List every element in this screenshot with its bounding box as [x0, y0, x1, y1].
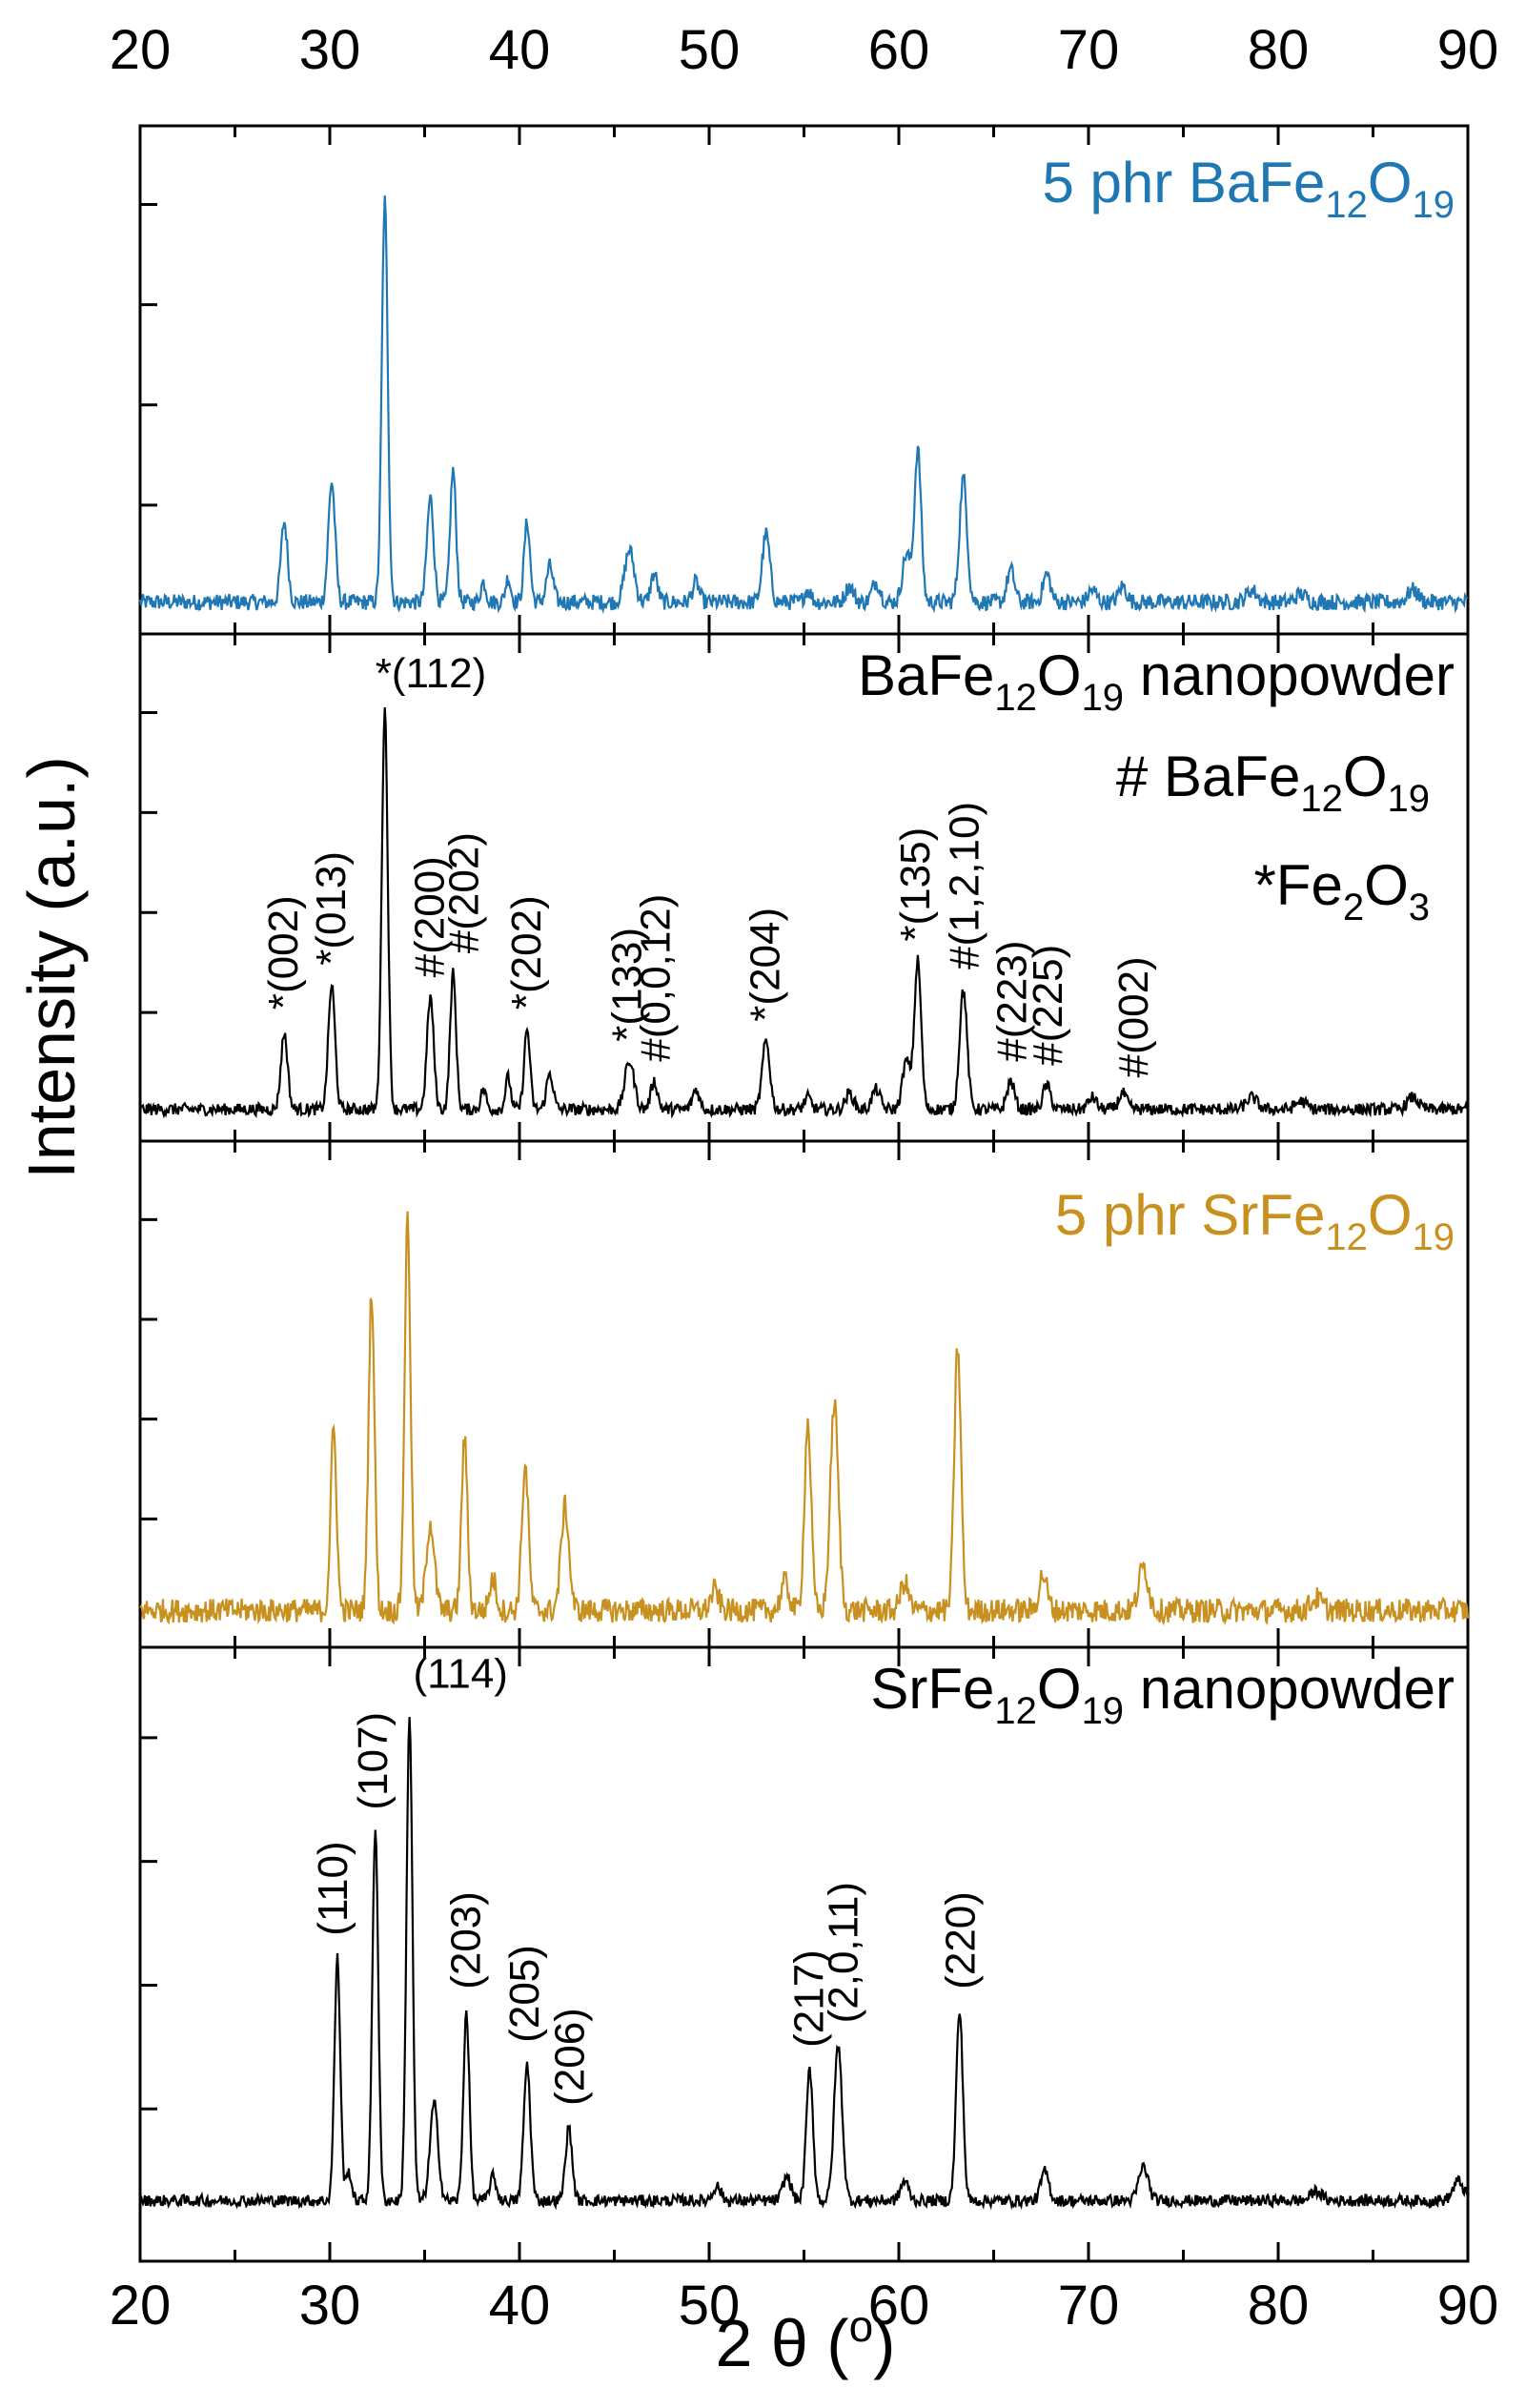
peak-label-4-8: (2,0,11): [820, 1882, 866, 2023]
legend-entry-1: # BaFe12O19: [1116, 745, 1430, 820]
top-x-tick-label-60: 60: [868, 19, 930, 81]
bottom-x-tick-label-40: 40: [489, 2275, 551, 2337]
bottom-x-tick-label-30: 30: [299, 2275, 361, 2337]
peak-label-2-6: *(202): [503, 895, 550, 1010]
peak-label-2-4: #(200): [407, 856, 454, 977]
top-x-tick-labels: 20 30 40 50 60 70 80 90: [110, 19, 1499, 81]
panel-label-part: 19: [1413, 184, 1455, 226]
peak-label-4-3: (114): [414, 1650, 508, 1697]
panel-4: SrFe12O19 nanopowder (110) (107) (114) (203)…: [138, 1645, 1470, 2263]
series-line-4: [138, 1716, 1469, 2211]
peak-label-2-1: *(002): [260, 895, 307, 1010]
panel-label-3: 5 phr SrFe12O19: [1055, 1183, 1455, 1258]
x-axis-title-main: 2 θ (: [716, 2306, 849, 2380]
panel-label-2: BaFe12O19 nanopowder: [858, 643, 1455, 719]
x-axis-title-close: ): [873, 2306, 895, 2380]
panel-label-part: nanopowder: [1124, 643, 1455, 707]
panel-label-part: 12: [994, 677, 1037, 719]
bottom-x-tick-labels: 20 30 40 50 60 70 80 90: [110, 2275, 1499, 2337]
bottom-x-tick-label-60: 60: [868, 2275, 930, 2337]
panel-label-4: SrFe12O19 nanopowder: [870, 1657, 1455, 1732]
legend-part: # BaFe: [1116, 745, 1300, 808]
peak-label-2-3: *(112): [376, 650, 487, 697]
peak-label-2-5: #(202): [440, 832, 487, 953]
peak-label-2-11: #(1,2,10): [942, 802, 988, 969]
peak-label-2-12: #(223): [988, 941, 1035, 1062]
panel-label-part: 19: [1413, 1216, 1455, 1258]
peak-label-2-9: *(204): [743, 908, 789, 1022]
panel-label-part: 12: [994, 1690, 1037, 1732]
peak-label-4-6: (206): [547, 2008, 594, 2106]
legend-part: 19: [1388, 778, 1431, 820]
series-line-1: [138, 195, 1469, 615]
panel-label-part: 19: [1082, 1690, 1125, 1732]
panel-label-part: O: [1037, 643, 1082, 707]
panel-label-part: O: [1368, 1183, 1413, 1247]
panel-label-part: 5 phr BaFe: [1042, 151, 1325, 214]
bottom-x-tick-label-80: 80: [1248, 2275, 1310, 2337]
panel-label-part: SrFe: [870, 1657, 994, 1721]
legend-part: 2: [1343, 887, 1364, 929]
peak-label-2-8: #(0,0,12): [632, 894, 679, 1062]
legend-entry-2: *Fe2O3: [1253, 853, 1430, 929]
x-axis-title: 2 θ (o): [716, 2301, 896, 2380]
bottom-x-tick-label-20: 20: [110, 2275, 172, 2337]
legend-part: 3: [1409, 887, 1430, 929]
top-x-tick-label-30: 30: [299, 19, 361, 81]
panel-label-part: O: [1037, 1657, 1082, 1721]
top-x-tick-label-70: 70: [1058, 19, 1120, 81]
panel-label-part: 19: [1082, 677, 1125, 719]
panel-label-part: 5 phr SrFe: [1055, 1183, 1325, 1247]
legend-part: 12: [1300, 778, 1343, 820]
peak-label-2-13: #(225): [1025, 945, 1071, 1066]
top-x-tick-label-50: 50: [679, 19, 741, 81]
peak-label-2-14: #(002): [1110, 956, 1157, 1077]
series-line-3: [139, 1211, 1470, 1626]
bottom-x-tick-label-70: 70: [1058, 2275, 1120, 2337]
legend-part: O: [1364, 853, 1409, 917]
peak-label-4-9: (220): [938, 1891, 985, 1990]
peak-label-4-2: (107): [350, 1712, 397, 1810]
bottom-x-tick-label-90: 90: [1437, 2275, 1499, 2337]
panel-label-part: 12: [1325, 184, 1368, 226]
x-axis-title-unit: o: [849, 2301, 874, 2351]
panel-2: BaFe12O19 nanopowder# BaFe12O19*Fe2O3*(0…: [138, 632, 1470, 1143]
panel-label-part: 12: [1325, 1216, 1368, 1258]
y-axis-title: Intensity (a.u.): [14, 756, 89, 1179]
panel-label-part: O: [1368, 151, 1413, 214]
peak-label-4-4: (203): [442, 1891, 489, 1990]
peak-label-4-5: (205): [501, 1945, 548, 2043]
top-x-tick-label-90: 90: [1437, 19, 1499, 81]
peak-label-2-10: *(135): [892, 827, 939, 942]
panel-label-part: BaFe: [858, 643, 994, 707]
series-line-2: [138, 706, 1469, 1119]
top-x-tick-label-20: 20: [110, 19, 172, 81]
panel-label-1: 5 phr BaFe12O19: [1042, 151, 1455, 226]
peak-label-4-1: (110): [310, 1841, 356, 1935]
legend-part: O: [1343, 745, 1388, 808]
top-x-tick-label-40: 40: [489, 19, 551, 81]
peak-label-4-7: (217): [786, 1949, 833, 2048]
top-x-tick-label-80: 80: [1248, 19, 1310, 81]
peak-label-2-7: *(133): [603, 928, 650, 1042]
panel-label-part: nanopowder: [1124, 1657, 1455, 1721]
peak-label-2-2: *(013): [308, 851, 355, 966]
legend-part: *Fe: [1253, 853, 1342, 917]
bottom-x-tick-label-50: 50: [679, 2275, 741, 2337]
